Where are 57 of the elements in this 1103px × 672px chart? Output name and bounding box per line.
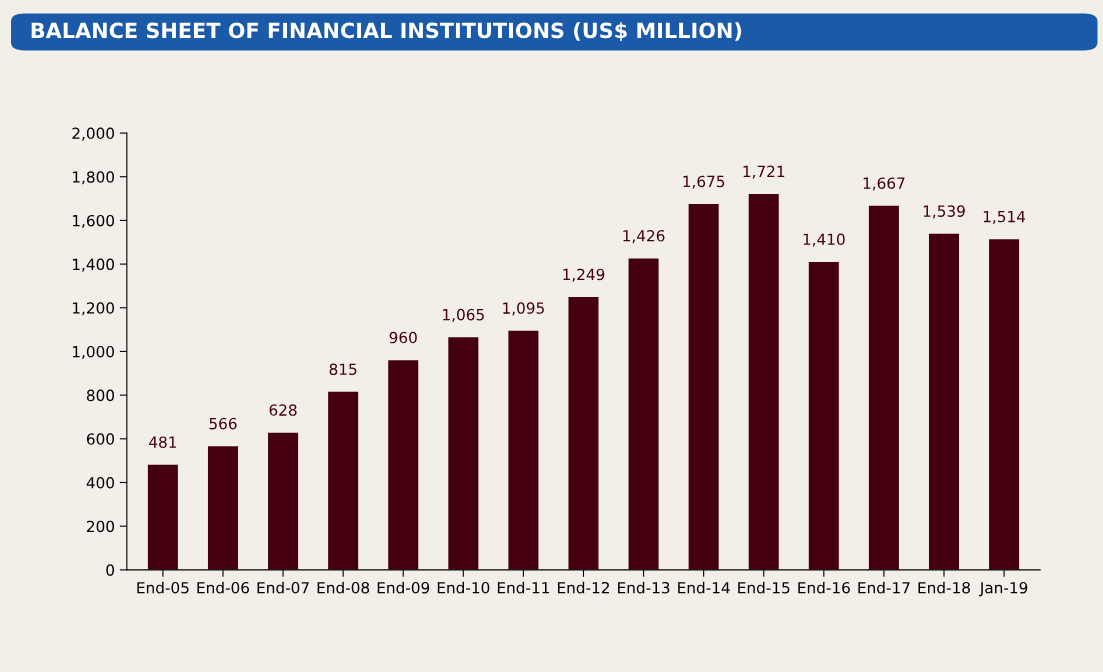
data-label: 960	[389, 331, 417, 344]
y-tick-label: 800	[86, 389, 115, 402]
bar	[868, 205, 899, 570]
bar	[628, 258, 659, 570]
bar	[328, 391, 359, 570]
bar	[989, 239, 1020, 570]
data-label: 1,426	[623, 230, 665, 244]
data-label: 1,410	[803, 233, 845, 247]
y-tick-label: 200	[87, 520, 115, 533]
y-tick-label: 1,200	[72, 302, 115, 316]
bar	[448, 337, 479, 570]
y-tick-label: 1,800	[72, 171, 115, 185]
bar	[688, 204, 719, 570]
data-label: 566	[209, 417, 237, 430]
x-tick-label: End-12	[557, 581, 609, 594]
x-tick-label: End-15	[738, 581, 790, 594]
data-label: 1,675	[683, 175, 725, 189]
chart-title: BALANCE SHEET OF FINANCIAL INSTITUTIONS (US$ MILLION)	[31, 22, 742, 42]
y-tick-label: 400	[86, 476, 115, 489]
x-tick-label: End-13	[618, 581, 670, 594]
bar	[207, 446, 238, 570]
x-tick-label: End-05	[137, 581, 189, 594]
y-tick-label: 1,600	[72, 214, 115, 228]
x-tick-label: End-07	[257, 581, 309, 594]
y-tick-label: 1,000	[72, 345, 115, 360]
data-label: 1,249	[563, 268, 605, 282]
data-label: 481	[149, 436, 177, 448]
bar	[568, 297, 599, 570]
data-label: 1,065	[443, 308, 484, 322]
data-label: 1,539	[923, 205, 965, 219]
x-tick-label: End-18	[918, 581, 970, 594]
data-label: 1,514	[983, 210, 1026, 224]
data-label: 628	[269, 404, 297, 416]
bar	[388, 360, 419, 570]
x-tick-label: End-08	[317, 581, 370, 594]
x-tick-label: Jan-19	[979, 581, 1028, 597]
data-label: 1,667	[863, 177, 905, 191]
y-tick-label: 0	[106, 564, 115, 576]
bar	[508, 330, 539, 570]
y-tick-label: 2,000	[72, 127, 115, 141]
y-tick-label: 1,400	[72, 258, 115, 272]
x-tick-label: End-10	[437, 581, 490, 594]
data-label: 815	[329, 363, 357, 376]
x-tick-label: End-16	[798, 581, 850, 594]
x-tick-label: End-11	[497, 581, 549, 594]
x-tick-label: End-09	[377, 581, 430, 594]
bar	[928, 233, 960, 570]
bar	[268, 432, 299, 570]
bar	[808, 261, 839, 570]
bar	[147, 464, 178, 570]
y-tick-label: 600	[86, 433, 115, 445]
data-label: 1,095	[503, 302, 544, 316]
x-tick-label: End-14	[678, 581, 730, 594]
bar	[748, 193, 779, 570]
data-label: 1,721	[743, 165, 785, 179]
x-tick-label: End-06	[197, 581, 250, 594]
x-tick-label: End-17	[858, 581, 910, 594]
